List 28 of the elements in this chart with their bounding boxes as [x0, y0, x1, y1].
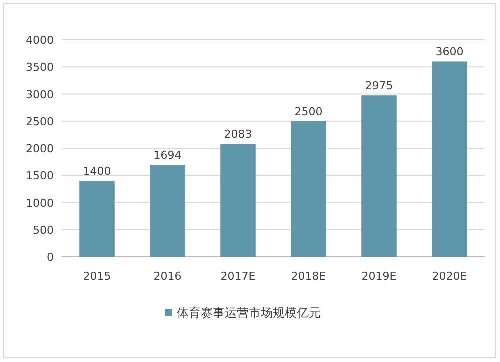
x-tick-label: 2016 — [154, 270, 182, 283]
data-label: 1694 — [154, 149, 182, 162]
bar — [291, 121, 326, 257]
y-tick-label: 0 — [47, 251, 54, 264]
x-tick-label: 2017E — [220, 270, 256, 283]
y-tick-label: 1000 — [26, 196, 54, 210]
data-label: 2083 — [224, 128, 252, 141]
data-label: 2975 — [365, 80, 394, 93]
x-tick-label: 2020E — [432, 270, 468, 283]
x-tick-label: 2019E — [362, 270, 397, 283]
bar — [432, 62, 468, 257]
y-tick-label: 2000 — [26, 142, 54, 156]
x-tick-label: 2015 — [83, 270, 112, 283]
bar — [150, 165, 186, 257]
y-tick-label: 2500 — [26, 115, 54, 128]
y-tick-label: 3500 — [26, 61, 54, 74]
x-tick-label: 2018E — [291, 270, 326, 283]
y-tick-label: 1500 — [26, 170, 54, 183]
data-label: 1400 — [83, 165, 112, 178]
bar — [362, 96, 397, 257]
data-label: 3600 — [436, 46, 464, 59]
legend-label: 体育赛事运营市场规模亿元 — [177, 306, 321, 320]
data-label: 2500 — [294, 105, 323, 118]
y-tick-label: 500 — [33, 224, 54, 237]
y-tick-label: 3000 — [26, 88, 54, 102]
y-tick-label: 4000 — [26, 34, 54, 47]
bar — [80, 181, 115, 257]
bar — [220, 144, 256, 257]
